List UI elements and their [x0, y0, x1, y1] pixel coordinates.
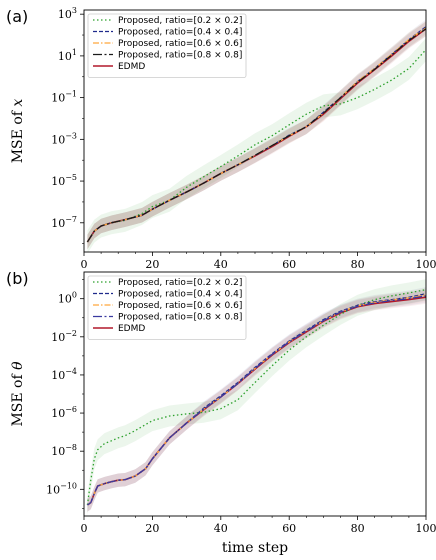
legend-entry-3: Proposed, ratio=[0.8 × 0.8]: [118, 51, 242, 61]
x-tick-label: 80: [351, 258, 365, 271]
legend: Proposed, ratio=[0.2 × 0.2] Proposed, rat…: [87, 13, 247, 78]
series-band-2: [87, 20, 426, 250]
y-tick-label: 10−4: [51, 367, 77, 382]
x-tick-label: 100: [416, 522, 436, 535]
legend-entry-2: Proposed, ratio=[0.6 × 0.6]: [118, 301, 242, 311]
y-axis-label: MSE of θ: [10, 361, 26, 427]
y-tick-label: 101: [58, 48, 77, 63]
y-tick-label: 10−3: [51, 131, 77, 146]
legend-box: [87, 275, 247, 340]
y-tick-label: 10−1: [51, 90, 77, 105]
y-tick-exponent: −7: [65, 215, 77, 224]
panel-b: (b) MSE of θ 0 20 40 60 80 100 10−10 10−8 10−6 10−4…: [6, 269, 436, 535]
x-tick-label: 20: [145, 522, 159, 535]
y-tick-label: 10−6: [51, 405, 77, 420]
y-tick-label: 10−10: [46, 481, 77, 496]
x-axis-label: time step: [222, 540, 288, 556]
legend-entry-0: Proposed, ratio=[0.2 × 0.2]: [118, 278, 242, 288]
legend-entry-1: Proposed, ratio=[0.4 × 0.4]: [118, 290, 242, 300]
legend-entry-2: Proposed, ratio=[0.6 × 0.6]: [118, 39, 242, 49]
series-band-0: [87, 279, 426, 516]
y-tick-label: 103: [58, 6, 77, 21]
y-axis-symbol: θ: [10, 361, 26, 370]
x-tick-label: 0: [81, 258, 88, 271]
y-tick-exponent: −3: [65, 131, 77, 140]
series-band-1: [87, 19, 426, 250]
legend-entry-1: Proposed, ratio=[0.4 × 0.4]: [118, 28, 242, 38]
series-line-3: [87, 295, 426, 506]
y-tick-exponent: −4: [65, 367, 77, 376]
series-line-3: [86, 28, 426, 243]
legend-entry-4: EDMD: [118, 62, 145, 72]
y-tick-label: 10−8: [51, 443, 77, 458]
plot-area: [86, 19, 426, 252]
y-tick-exponent: 1: [72, 48, 77, 57]
y-tick-label: 10−2: [51, 329, 77, 344]
y-tick-label: 100: [58, 291, 77, 306]
x-tick-label: 40: [214, 522, 228, 535]
x-tick-label: 80: [351, 522, 365, 535]
series-band-4: [87, 21, 426, 250]
x-tick-label: 20: [145, 258, 159, 271]
y-axis-symbol: x: [10, 99, 26, 107]
panel-a: (a) MSE of x 0 20 40 60 80 100 10−7 10−5 10−3 10−1 1…: [6, 6, 436, 271]
y-tick-exponent: −8: [65, 443, 77, 452]
y-tick-exponent: −2: [65, 329, 77, 338]
y-tick-exponent: −5: [65, 173, 77, 182]
x-tick-label: 40: [214, 258, 228, 271]
y-axis-label: MSE of x: [10, 99, 26, 164]
y-tick-exponent: 0: [72, 291, 77, 300]
series-line-0: [86, 288, 426, 506]
y-tick-label: 10−5: [51, 173, 77, 188]
x-tick-label: 60: [282, 258, 296, 271]
x-tick-label: 60: [282, 522, 296, 535]
series-line-0: [86, 49, 426, 243]
legend-entry-4: EDMD: [118, 324, 145, 334]
y-tick-exponent: −1: [65, 90, 77, 99]
panel-label: (a): [6, 7, 28, 26]
y-tick-exponent: −6: [65, 405, 77, 414]
legend-entry-3: Proposed, ratio=[0.8 × 0.8]: [118, 313, 242, 323]
legend-box: [87, 13, 247, 78]
x-tick-label: 100: [416, 258, 436, 271]
y-tick-exponent: −10: [60, 481, 77, 490]
plot-area: [86, 279, 426, 516]
legend: Proposed, ratio=[0.2 × 0.2] Proposed, rat…: [87, 275, 247, 340]
y-tick-exponent: 3: [72, 6, 77, 15]
x-tick-label: 0: [81, 522, 88, 535]
panel-label: (b): [6, 269, 29, 288]
y-tick-label: 10−7: [51, 215, 77, 230]
legend-entry-0: Proposed, ratio=[0.2 × 0.2]: [118, 16, 242, 26]
series-band-3: [87, 21, 426, 250]
